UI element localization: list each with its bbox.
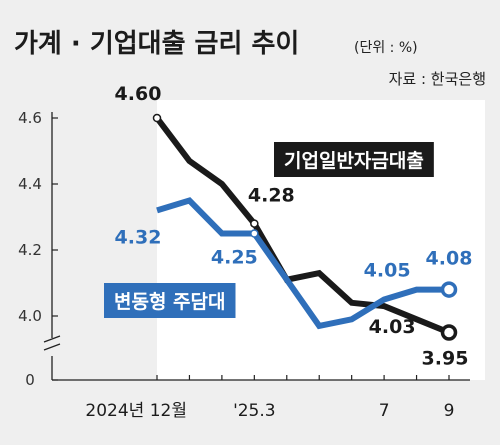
- legend-household-box: [104, 283, 236, 318]
- data-label: 4.25: [211, 247, 258, 269]
- x-tick-label: 7: [379, 401, 390, 421]
- source-label: 자료 : 한국은행: [389, 70, 486, 88]
- data-point-end: [440, 281, 458, 298]
- series-markers: [152, 113, 458, 341]
- y-axis-break-mark: [43, 335, 61, 351]
- axes: [43, 112, 470, 381]
- data-label: 4.60: [115, 83, 162, 105]
- business-loan-line: [154, 116, 451, 336]
- data-label: 4.32: [115, 226, 162, 248]
- legend-business-box: [274, 142, 434, 177]
- data-label: 4.08: [426, 248, 473, 270]
- data-point-end: [440, 324, 458, 341]
- series-lines: [154, 116, 451, 336]
- x-tick-label: 9: [444, 401, 455, 421]
- data-label: 4.05: [364, 260, 411, 282]
- data-label: 4.03: [369, 316, 416, 338]
- y-tick-label: 4.2: [18, 241, 42, 259]
- data-point: [250, 219, 259, 228]
- data-label: 3.95: [422, 348, 469, 370]
- data-labels: 4.60 4.28 4.03 3.95 4.32 4.25 4.05 4.08: [115, 83, 473, 370]
- chart-title: 가계 · 기업대출 금리 추이: [14, 29, 299, 59]
- legend-household-label: 변동형 주담대: [114, 291, 226, 313]
- data-label: 4.28: [248, 185, 295, 207]
- x-axis-ticks: 2024년 12월 '25.3 7 9: [85, 375, 454, 421]
- household-loan-line: [156, 197, 449, 330]
- legend-business-label: 기업일반자금대출: [284, 150, 424, 172]
- legend: 기업일반자금대출 변동형 주담대: [104, 142, 434, 318]
- y-axis-ticks: 0 4.0 4.2 4.4 4.6: [18, 109, 58, 389]
- y-tick-label: 0: [25, 371, 35, 389]
- unit-label: (단위 : %): [354, 40, 418, 56]
- x-tick-label: 2024년 12월: [85, 401, 187, 421]
- y-tick-label: 4.4: [18, 175, 42, 193]
- data-point: [250, 229, 259, 238]
- x-tick-label: '25.3: [233, 401, 276, 421]
- y-tick-label: 4.0: [18, 307, 42, 325]
- data-point: [152, 113, 162, 123]
- y-tick-label: 4.6: [18, 109, 42, 127]
